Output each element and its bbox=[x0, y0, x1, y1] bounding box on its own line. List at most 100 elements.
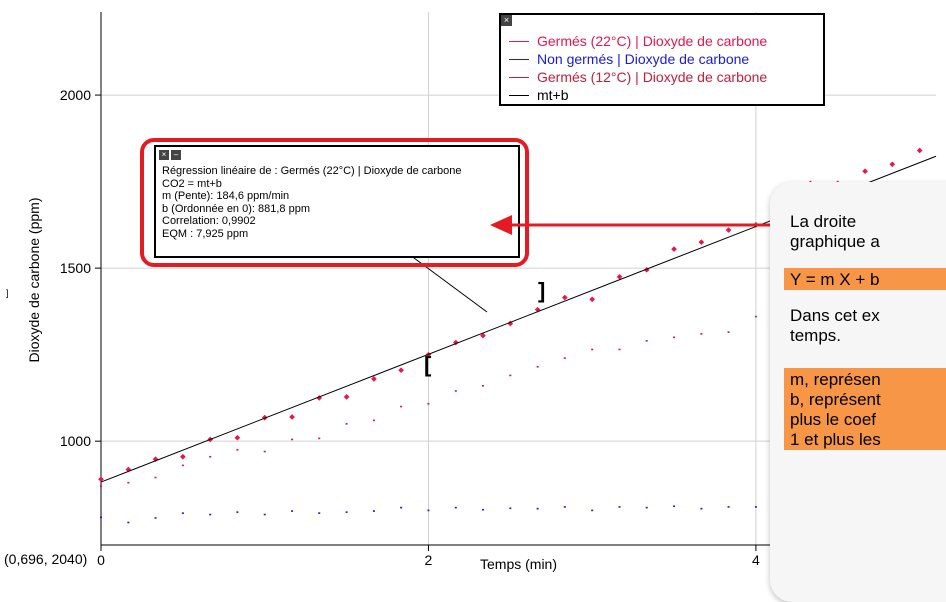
data-point bbox=[481, 384, 484, 387]
cursor-readout: (0,696, 2040) bbox=[4, 551, 88, 567]
x-tick-label: 0 bbox=[97, 552, 105, 568]
data-point bbox=[591, 348, 594, 351]
data-point bbox=[671, 246, 677, 252]
callout-line: graphique a bbox=[790, 232, 880, 251]
data-point bbox=[263, 513, 266, 516]
data-point bbox=[291, 510, 294, 512]
data-point bbox=[291, 438, 294, 441]
data-point bbox=[618, 506, 621, 508]
range-end-bracket[interactable]: ] bbox=[538, 278, 545, 303]
data-point bbox=[289, 414, 295, 420]
data-point bbox=[372, 510, 375, 512]
legend-label: Germés (12°C) | Dioxyde de carbone bbox=[537, 69, 768, 85]
data-point bbox=[673, 505, 676, 508]
data-point bbox=[372, 419, 375, 422]
legend-close-icon[interactable]: × bbox=[501, 15, 512, 26]
legend-item[interactable]: Germés (12°C) | Dioxyde de carbone bbox=[509, 68, 823, 86]
data-point bbox=[454, 506, 457, 509]
data-point bbox=[562, 294, 568, 301]
data-point bbox=[454, 390, 457, 392]
data-point bbox=[343, 394, 350, 400]
legend-label: Germés (22°C) | Dioxyde de carbone bbox=[537, 33, 768, 49]
data-point bbox=[725, 227, 732, 233]
data-point bbox=[180, 453, 186, 460]
data-point bbox=[127, 481, 130, 484]
data-point bbox=[371, 376, 377, 382]
x-axis-label: Temps (min) bbox=[480, 556, 558, 572]
legend-label: mt+b bbox=[537, 87, 569, 103]
data-point bbox=[209, 455, 212, 458]
data-point bbox=[480, 332, 486, 339]
data-point bbox=[427, 402, 430, 405]
minimize-icon[interactable]: – bbox=[171, 150, 181, 160]
data-point bbox=[400, 405, 403, 408]
data-point bbox=[154, 476, 157, 479]
data-point bbox=[345, 423, 348, 425]
data-point bbox=[100, 485, 102, 487]
data-point bbox=[700, 507, 703, 510]
data-point bbox=[645, 339, 648, 342]
data-point bbox=[236, 511, 239, 513]
callout-line: temps. bbox=[790, 326, 842, 345]
data-point bbox=[536, 365, 539, 368]
legend-swatch bbox=[509, 94, 529, 96]
data-point bbox=[589, 296, 596, 303]
data-point bbox=[645, 506, 648, 509]
data-point bbox=[154, 517, 157, 519]
data-point bbox=[862, 168, 868, 175]
callout-line: Dans cet ex bbox=[790, 306, 880, 325]
data-point bbox=[400, 506, 403, 509]
data-point bbox=[263, 450, 266, 453]
legend-label: Non germés | Dioxyde de carbone bbox=[537, 51, 750, 67]
data-point bbox=[318, 512, 321, 514]
left-edge-marker: ] bbox=[6, 288, 9, 298]
regression-slope: m (Pente): 184,6 ppm/min bbox=[162, 190, 290, 202]
data-point bbox=[398, 367, 404, 374]
explanation-callout: La droite graphique a Y = m X + b Dans c… bbox=[770, 182, 946, 602]
y-tick-label: 1000 bbox=[60, 433, 91, 449]
data-point bbox=[698, 239, 705, 245]
data-point bbox=[591, 509, 594, 512]
legend-item[interactable]: Germés (22°C) | Dioxyde de carbone bbox=[509, 32, 823, 50]
data-point bbox=[754, 506, 757, 508]
data-point bbox=[673, 336, 676, 339]
legend[interactable]: × Germés (22°C) | Dioxyde de carbone Non … bbox=[499, 13, 825, 106]
data-point bbox=[618, 348, 621, 351]
data-point bbox=[509, 507, 512, 510]
data-point bbox=[318, 437, 321, 440]
legend-item[interactable]: mt+b bbox=[509, 86, 823, 104]
data-point bbox=[345, 511, 348, 513]
legend-swatch bbox=[509, 76, 529, 78]
legend-item[interactable]: Non germés | Dioxyde de carbone bbox=[509, 50, 823, 68]
callout-equation: Y = m X + b bbox=[784, 268, 946, 290]
range-start-bracket[interactable]: [ bbox=[424, 352, 432, 377]
callout-line: La droite bbox=[790, 212, 857, 231]
data-point bbox=[181, 464, 184, 467]
chart: 0 2 4 1000 1500 2000 Dioxyde de carbone (ppm)… bbox=[6, 12, 937, 568]
data-point bbox=[754, 315, 757, 318]
data-point bbox=[127, 521, 130, 524]
legend-swatch bbox=[509, 58, 529, 60]
data-point bbox=[727, 506, 730, 508]
regression-correlation: Correlation: 0,9902 bbox=[162, 215, 256, 227]
data-point bbox=[98, 476, 104, 483]
x-tick-label: 4 bbox=[752, 552, 760, 568]
regression-box[interactable]: × – Régression linéaire de : Germés (22°… bbox=[154, 145, 520, 258]
data-point bbox=[509, 374, 512, 377]
data-point bbox=[236, 449, 239, 451]
close-icon[interactable]: × bbox=[159, 150, 169, 160]
axes: 0 2 4 1000 1500 2000 bbox=[60, 12, 936, 568]
regression-rmse: EQM : 7,925 ppm bbox=[162, 227, 249, 240]
data-point bbox=[889, 161, 896, 168]
regression-title: Régression linéaire de : Germés (22°C) |… bbox=[162, 165, 462, 177]
data-point bbox=[209, 513, 212, 516]
data-point bbox=[100, 516, 102, 519]
data-point bbox=[181, 512, 184, 514]
legend-swatch bbox=[509, 40, 529, 42]
data-point bbox=[536, 507, 539, 510]
callout-definitions: m, représen b, représent plus le coef 1 … bbox=[784, 368, 946, 450]
data-point bbox=[563, 506, 566, 508]
y-tick-label: 2000 bbox=[60, 87, 91, 103]
data-point bbox=[234, 434, 241, 441]
data-point bbox=[700, 333, 703, 335]
